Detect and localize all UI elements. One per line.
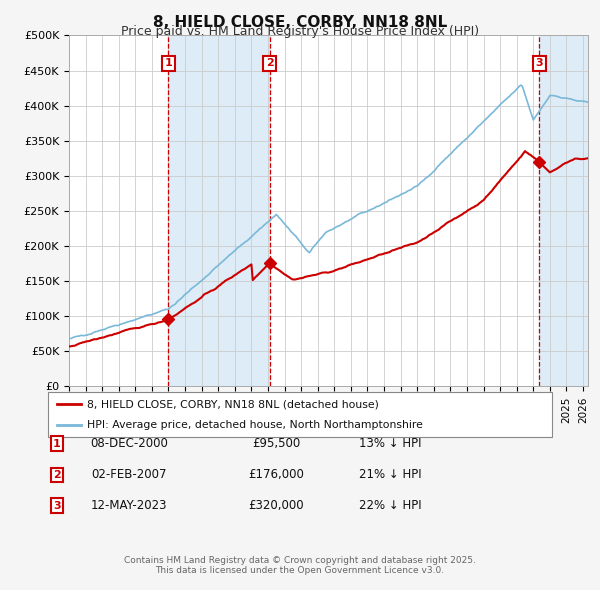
Text: 1: 1 xyxy=(164,58,172,68)
Text: 3: 3 xyxy=(536,58,543,68)
Text: £95,500: £95,500 xyxy=(252,437,300,450)
Text: 13% ↓ HPI: 13% ↓ HPI xyxy=(359,437,421,450)
Text: HPI: Average price, detached house, North Northamptonshire: HPI: Average price, detached house, Nort… xyxy=(87,420,423,430)
Text: 21% ↓ HPI: 21% ↓ HPI xyxy=(359,468,421,481)
Text: 22% ↓ HPI: 22% ↓ HPI xyxy=(359,499,421,512)
Text: 3: 3 xyxy=(53,501,61,510)
Bar xyxy=(539,35,588,386)
Bar xyxy=(169,35,269,386)
Text: £320,000: £320,000 xyxy=(248,499,304,512)
Text: 1: 1 xyxy=(53,439,61,448)
Text: 2: 2 xyxy=(266,58,274,68)
Text: 08-DEC-2000: 08-DEC-2000 xyxy=(90,437,168,450)
Text: 02-FEB-2007: 02-FEB-2007 xyxy=(91,468,167,481)
Text: 12-MAY-2023: 12-MAY-2023 xyxy=(91,499,167,512)
Text: Price paid vs. HM Land Registry's House Price Index (HPI): Price paid vs. HM Land Registry's House … xyxy=(121,25,479,38)
Bar xyxy=(539,35,588,386)
Text: 8, HIELD CLOSE, CORBY, NN18 8NL: 8, HIELD CLOSE, CORBY, NN18 8NL xyxy=(153,15,447,30)
Text: 2: 2 xyxy=(53,470,61,480)
Text: Contains HM Land Registry data © Crown copyright and database right 2025.
This d: Contains HM Land Registry data © Crown c… xyxy=(124,556,476,575)
Text: 8, HIELD CLOSE, CORBY, NN18 8NL (detached house): 8, HIELD CLOSE, CORBY, NN18 8NL (detache… xyxy=(87,399,379,409)
Text: £176,000: £176,000 xyxy=(248,468,304,481)
